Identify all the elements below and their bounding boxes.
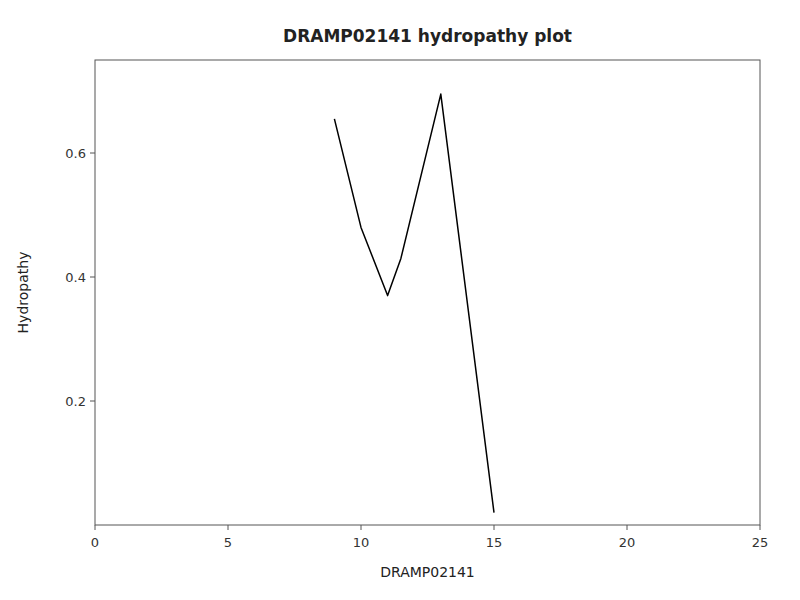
chart-svg: 0 5 10 15 20 25 0.2 0.4 0.6 DRAMP02141 hydropathy… bbox=[0, 0, 800, 600]
chart-container: 0 5 10 15 20 25 0.2 0.4 0.6 DRAMP02141 hydropathy… bbox=[0, 0, 800, 600]
y-tick bbox=[90, 153, 95, 154]
y-tick-label: 0.2 bbox=[65, 394, 86, 409]
y-axis: 0.2 0.4 0.6 bbox=[65, 146, 95, 409]
y-tick bbox=[90, 277, 95, 278]
plot-frame bbox=[95, 60, 760, 525]
x-axis: 0 5 10 15 20 25 bbox=[91, 525, 768, 550]
background bbox=[0, 0, 800, 600]
x-tick bbox=[361, 525, 362, 530]
chart-title: DRAMP02141 hydropathy plot bbox=[283, 26, 572, 46]
x-tick bbox=[627, 525, 628, 530]
y-axis-label: Hydropathy bbox=[15, 252, 31, 334]
x-tick bbox=[494, 525, 495, 530]
x-tick bbox=[228, 525, 229, 530]
data-line bbox=[334, 94, 494, 512]
x-tick-label: 5 bbox=[224, 535, 232, 550]
x-tick-label: 25 bbox=[752, 535, 769, 550]
y-tick-label: 0.4 bbox=[65, 270, 86, 285]
y-tick-label: 0.6 bbox=[65, 146, 86, 161]
x-tick-label: 10 bbox=[353, 535, 370, 550]
x-tick bbox=[95, 525, 96, 530]
x-tick-label: 20 bbox=[619, 535, 636, 550]
x-tick bbox=[760, 525, 761, 530]
x-tick-label: 0 bbox=[91, 535, 99, 550]
x-axis-label: DRAMP02141 bbox=[380, 564, 475, 580]
plot-area bbox=[334, 94, 494, 512]
y-tick bbox=[90, 401, 95, 402]
x-tick-label: 15 bbox=[486, 535, 503, 550]
